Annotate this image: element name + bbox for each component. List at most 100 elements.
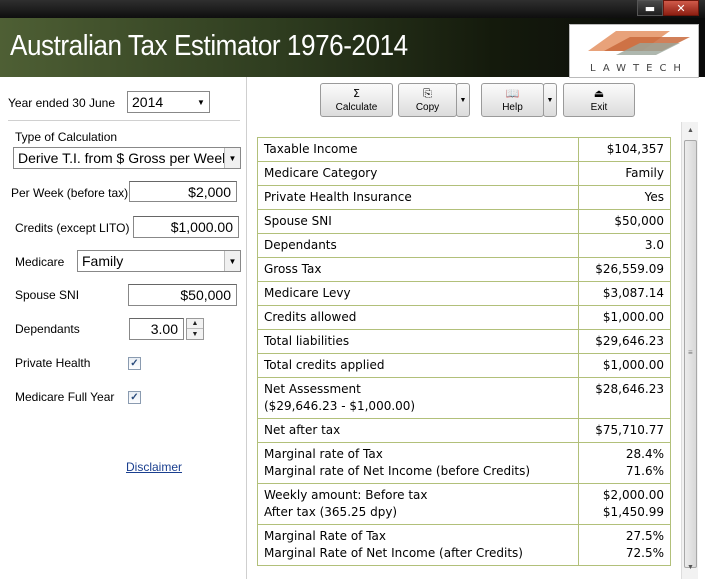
results-table: Taxable Income $104,357 Medicare Category F… (257, 137, 671, 566)
table-row: Private Health Insurance Yes (257, 185, 671, 210)
result-label-cell: Private Health Insurance (257, 185, 579, 210)
year-label: Year ended 30 June (8, 96, 115, 110)
year-value: 2014 (132, 94, 164, 110)
result-value-cell: 27.5% 72.5% (578, 524, 671, 566)
dependants-input[interactable]: 3.00 (129, 318, 184, 340)
logo-wordmark: LAWTECH (590, 63, 688, 74)
result-value: $75,710.77 (595, 423, 664, 437)
chevron-down-icon[interactable]: ▼ (224, 251, 240, 271)
result-label: Dependants (264, 238, 337, 252)
result-label-cell: Total liabilities (257, 329, 579, 354)
copy-dropdown-button[interactable]: ▼ (456, 83, 470, 117)
result-label-cell: Spouse SNI (257, 209, 579, 234)
exit-button[interactable]: ⏏ Exit (563, 83, 635, 117)
result-label-cell: Medicare Category (257, 161, 579, 186)
table-row: Spouse SNI $50,000 (257, 209, 671, 234)
calc-type-value: Derive T.I. from $ Gross per Week (18, 150, 224, 166)
spouse-sni-input[interactable]: $50,000 (128, 284, 237, 306)
dependants-stepper[interactable]: ▲ ▼ (186, 318, 204, 340)
medicare-label: Medicare (15, 255, 65, 269)
medicare-full-year-checkbox[interactable]: ✓ (128, 391, 141, 404)
help-button[interactable]: 📖 Help (481, 83, 544, 117)
checkmark-icon: ✓ (130, 391, 139, 403)
window-controls: ▬ ✕ (637, 0, 699, 16)
chevron-down-icon: ▼ (546, 96, 554, 104)
credits-input[interactable]: $1,000.00 (133, 216, 239, 238)
window-title-bar: ▬ ✕ (0, 0, 705, 18)
result-label: Net after tax (264, 423, 341, 437)
calc-type-select[interactable]: Derive T.I. from $ Gross per Week ▼ (13, 147, 241, 169)
result-value-cell: 3.0 (578, 233, 671, 258)
result-label-cell: Gross Tax (257, 257, 579, 282)
result-value-cell: $1,000.00 (578, 353, 671, 378)
result-value: Family (625, 166, 664, 180)
result-label: Private Health Insurance (264, 190, 412, 204)
result-value: $3,087.14 (602, 286, 664, 300)
result-label-cell: Credits allowed (257, 305, 579, 330)
per-week-input[interactable]: $2,000 (129, 181, 237, 202)
results-scrollbar[interactable]: ▲ ≡ ▼ (681, 122, 698, 579)
result-value-cell: $26,559.09 (578, 257, 671, 282)
result-value-cell: $2,000.00 $1,450.99 (578, 483, 671, 525)
app-banner: Australian Tax Estimator 1976-2014 LAWTE… (0, 18, 705, 78)
private-health-label: Private Health (15, 356, 91, 370)
copy-button[interactable]: ⎘ Copy (398, 83, 457, 117)
chevron-down-icon: ▼ (459, 96, 467, 104)
result-value: Yes (644, 190, 664, 204)
scroll-up-icon[interactable]: ▲ (687, 126, 694, 134)
result-value-cell: 28.4% 71.6% (578, 442, 671, 484)
result-label: Credits allowed (264, 310, 357, 324)
result-value: $28,646.23 (595, 382, 664, 396)
result-label: Marginal rate of Net Income (before Cred… (264, 464, 531, 478)
result-value: $26,559.09 (595, 262, 664, 276)
result-value-cell: $104,357 (578, 137, 671, 162)
minimize-button[interactable]: ▬ (637, 0, 663, 16)
result-value: $50,000 (614, 214, 664, 228)
stepper-down-icon[interactable]: ▼ (191, 330, 199, 338)
table-row: Taxable Income $104,357 (257, 137, 671, 162)
table-row: Medicare Levy $3,087.14 (257, 281, 671, 306)
result-label: Marginal Rate of Net Income (after Credi… (264, 546, 523, 560)
result-value: 3.0 (644, 238, 664, 252)
table-row: Total liabilities $29,646.23 (257, 329, 671, 354)
medicare-value: Family (82, 253, 124, 269)
credits-label: Credits (except LITO) (15, 221, 130, 235)
chevron-down-icon[interactable]: ▼ (193, 92, 209, 112)
chevron-down-icon[interactable]: ▼ (224, 148, 240, 168)
table-row: Weekly amount: Before tax After tax (365.… (257, 483, 671, 525)
result-value: 71.6% (625, 464, 664, 478)
result-value: $2,000.00 (602, 488, 664, 502)
disclaimer-link[interactable]: Disclaimer (126, 460, 183, 474)
year-select[interactable]: 2014 ▼ (127, 91, 210, 113)
calculate-label: Calculate (335, 101, 378, 113)
divider (8, 120, 240, 121)
result-value-cell: Family (578, 161, 671, 186)
lawtech-logo-icon (588, 31, 690, 55)
dependants-label: Dependants (15, 322, 80, 336)
checkmark-icon: ✓ (130, 357, 139, 369)
result-value-cell: Yes (578, 185, 671, 210)
table-row: Credits allowed $1,000.00 (257, 305, 671, 330)
scrollbar-thumb[interactable]: ≡ (684, 140, 697, 568)
result-value: $1,450.99 (602, 505, 664, 519)
help-label: Help (502, 101, 523, 113)
result-label: Weekly amount: Before tax (264, 488, 428, 502)
calculate-button[interactable]: Σ Calculate (320, 83, 393, 117)
scroll-down-icon[interactable]: ▼ (687, 563, 694, 571)
medicare-full-year-label: Medicare Full Year (15, 390, 115, 404)
result-value: $104,357 (606, 142, 664, 156)
input-panel: Year ended 30 June 2014 ▼ Type of Calcul… (0, 77, 247, 579)
table-row: Medicare Category Family (257, 161, 671, 186)
result-value-cell: $28,646.23 (578, 377, 671, 419)
result-label: Spouse SNI (264, 214, 332, 228)
help-dropdown-button[interactable]: ▼ (543, 83, 557, 117)
per-week-label: Per Week (before tax) (11, 186, 129, 200)
close-button[interactable]: ✕ (663, 0, 699, 16)
result-label-cell: Medicare Levy (257, 281, 579, 306)
medicare-select[interactable]: Family ▼ (77, 250, 241, 272)
table-row: Net after tax $75,710.77 (257, 418, 671, 443)
private-health-checkbox[interactable]: ✓ (128, 357, 141, 370)
table-row: Dependants 3.0 (257, 233, 671, 258)
result-label: ($29,646.23 - $1,000.00) (264, 399, 416, 413)
stepper-up-icon[interactable]: ▲ (187, 319, 203, 329)
